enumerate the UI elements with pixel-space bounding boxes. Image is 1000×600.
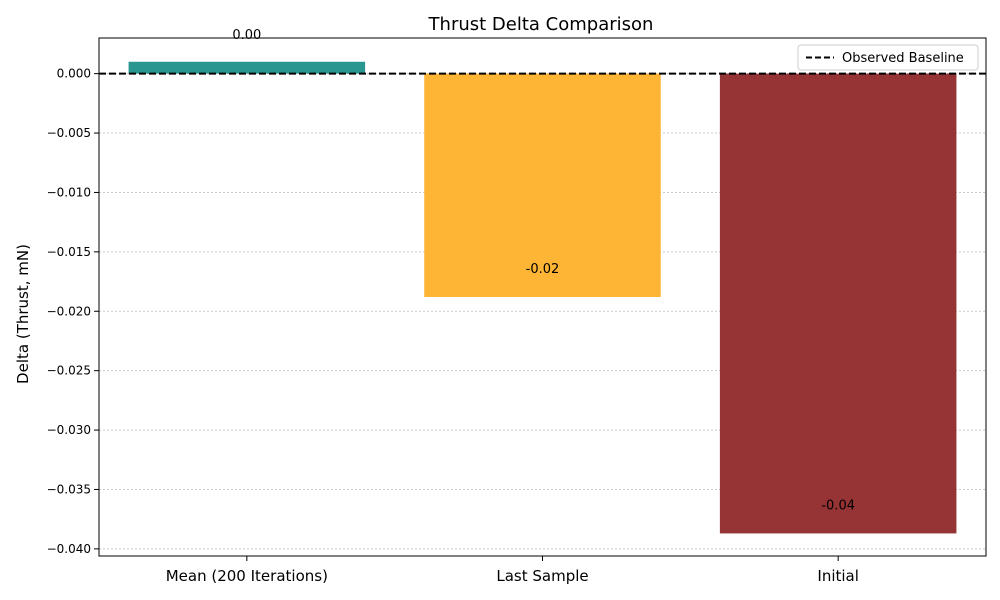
x-tick-label: Mean (200 Iterations) <box>166 567 328 585</box>
y-tick-label: −0.005 <box>47 126 91 140</box>
plot-frame <box>98 37 987 557</box>
x-tick-label: Initial <box>817 567 859 585</box>
y-axis-label: Delta (Thrust, mN) <box>14 244 32 384</box>
bar <box>719 73 957 534</box>
axes: 0.000 −0.005 −0.010 −0.015 −0.020 −0.025 −0.03… <box>47 37 987 585</box>
y-tick-label: −0.020 <box>47 304 91 318</box>
y-tick-label: −0.030 <box>47 423 91 437</box>
y-tick-label: −0.010 <box>47 185 91 199</box>
bars <box>128 61 957 534</box>
y-tick-label: −0.035 <box>47 482 91 496</box>
bar <box>128 61 366 74</box>
y-tick-label: −0.040 <box>47 542 91 556</box>
legend-box <box>797 44 979 71</box>
legend: Observed Baseline <box>797 44 979 71</box>
y-tick-label: 0.000 <box>57 67 91 81</box>
bar-value-label: -0.02 <box>526 262 560 277</box>
bar-value-label: -0.04 <box>821 498 855 513</box>
chart-title: Thrust Delta Comparison <box>428 14 654 35</box>
x-tick-label: Last Sample <box>496 567 588 585</box>
legend-entry-label: Observed Baseline <box>842 51 964 66</box>
value-labels: 0.00 -0.02 -0.04 <box>232 28 855 514</box>
y-tick-label: −0.025 <box>47 364 91 378</box>
bar <box>424 73 661 297</box>
bar-value-label: 0.00 <box>232 28 261 43</box>
y-tick-label: −0.015 <box>47 245 91 259</box>
